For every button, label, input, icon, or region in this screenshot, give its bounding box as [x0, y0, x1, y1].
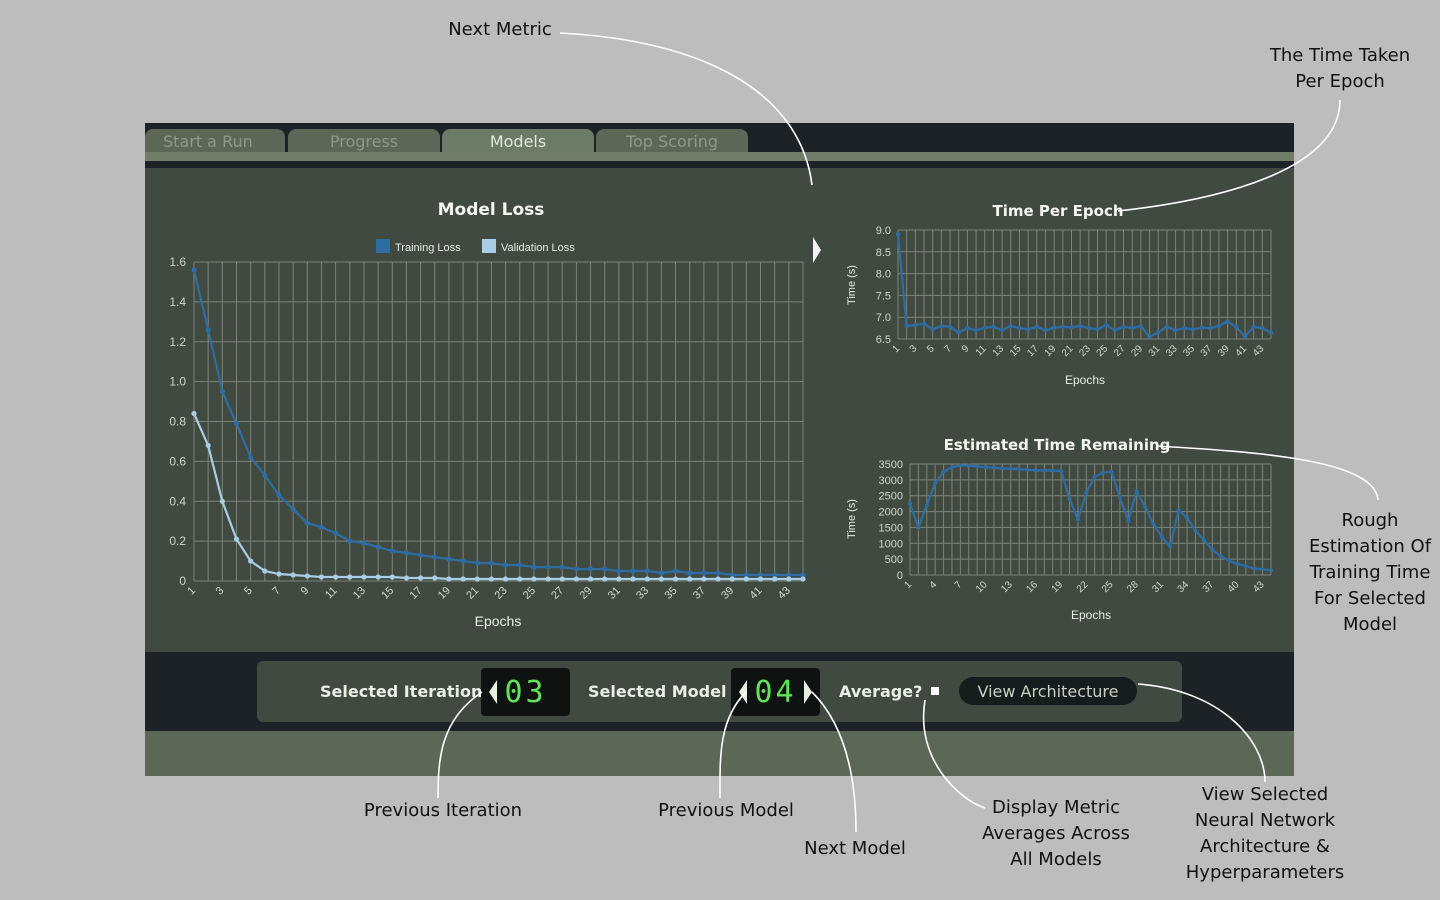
leader-rough-estimation	[1156, 446, 1378, 500]
leader-display-averages	[924, 700, 985, 808]
leader-view-network	[1138, 684, 1265, 782]
leader-time-per-epoch	[1118, 100, 1340, 211]
leader-next-model	[812, 692, 856, 832]
leader-previous-iteration	[438, 692, 482, 798]
leader-previous-model	[720, 692, 746, 798]
leader-next-metric	[560, 33, 812, 185]
